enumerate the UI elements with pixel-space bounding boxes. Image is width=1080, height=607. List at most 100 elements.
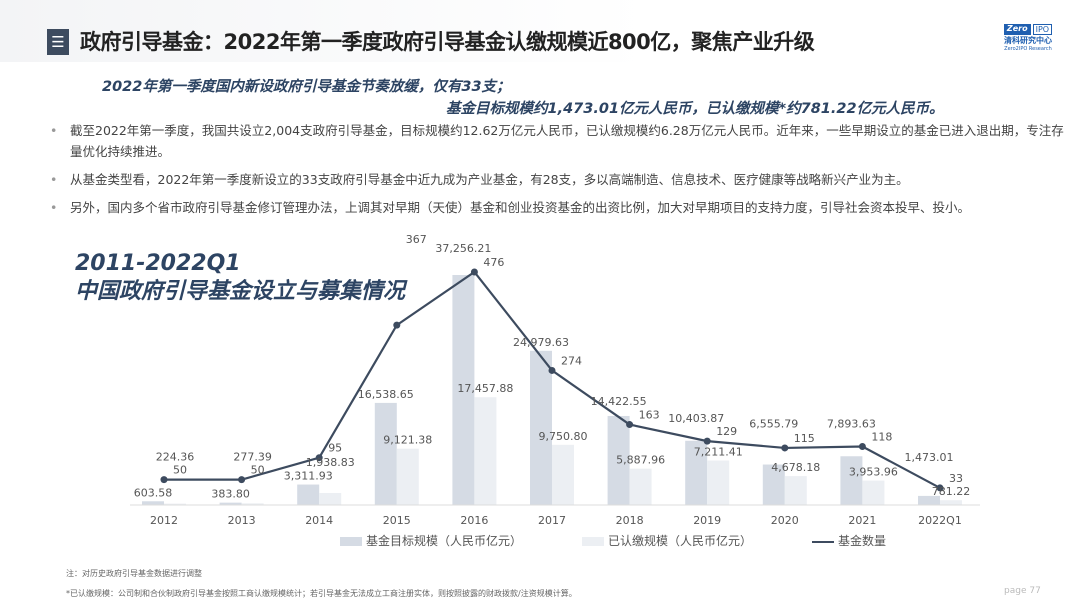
data-label-paid: 781.22	[932, 485, 971, 498]
data-label-paid: 4,678.18	[771, 461, 820, 474]
bar-target	[219, 502, 242, 505]
point-fund-count	[703, 437, 711, 445]
bar-paid	[552, 444, 574, 505]
bullet-list: • 截至2022年第一季度，我国共设立2,004支政府引导基金，目标规模约12.6…	[50, 120, 1070, 225]
point-fund-count	[470, 268, 478, 276]
point-fund-count	[315, 454, 323, 462]
data-label-count: 95	[328, 442, 342, 455]
chart-title-line2: 中国政府引导基金设立与募集情况	[75, 279, 406, 304]
x-tick-label: 2016	[460, 514, 488, 527]
bar-target	[840, 456, 863, 505]
data-label-target: 6,555.79	[749, 418, 798, 431]
bar-target	[452, 274, 475, 505]
chart-title: 2011-2022Q1 中国政府引导基金设立与募集情况	[75, 250, 405, 306]
x-tick-label: 2018	[616, 514, 644, 527]
subtitle-line1: 2022年第一季度国内新设政府引导基金节奏放缓，仅有33支；	[102, 79, 511, 95]
legend-item-target: 基金目标规模（人民币亿元）	[340, 532, 522, 549]
data-label-paid: 224.36	[156, 451, 195, 464]
data-label-count: 163	[639, 409, 660, 422]
footnote-2: *已认缴规模：公司制和合伙制政府引导基金按照工商认缴规模统计；若引导基金无法成立…	[66, 589, 577, 598]
x-tick-label: 2021	[848, 514, 876, 527]
data-label-target: 383.80	[211, 488, 250, 501]
data-label-target: 603.58	[134, 486, 173, 499]
bullet-item: • 另外，国内多个省市政府引导基金修订管理办法，上调其对早期（天使）基金和创业投资…	[50, 197, 1070, 218]
bar-paid	[164, 503, 186, 505]
data-label-paid: 7,211.41	[694, 445, 743, 458]
bar-paid	[862, 480, 885, 505]
data-label-paid: 9,750.80	[539, 430, 588, 443]
bar-paid	[784, 476, 807, 505]
data-label-count: 274	[561, 354, 582, 367]
page-number: page 77	[1004, 586, 1041, 596]
data-label-target: 7,893.63	[827, 417, 876, 430]
data-label-count: 50	[251, 464, 265, 477]
bullet-text: 截至2022年第一季度，我国共设立2,004支政府引导基金，目标规模约12.62…	[70, 123, 1064, 159]
data-label-paid: 17,457.88	[457, 382, 513, 395]
x-tick-label: 2012	[150, 514, 178, 527]
bar-paid	[474, 397, 497, 505]
data-label-count: 118	[871, 430, 892, 443]
list-icon: ☰	[47, 29, 69, 55]
x-tick-label: 2014	[305, 514, 333, 527]
data-label-paid: 5,887.96	[616, 454, 665, 467]
bar-target	[297, 484, 320, 505]
bar-paid	[241, 503, 264, 505]
point-fund-count	[936, 484, 944, 492]
bar-target	[374, 402, 397, 505]
bar-paid	[940, 500, 962, 505]
data-label-target: 16,538.65	[358, 388, 414, 401]
bar-paid	[707, 460, 730, 505]
chart-title-line1: 2011-2022Q1	[75, 251, 241, 276]
subtitle-line2: 基金目标规模约1,473.01亿元人民币，已认缴规模*约781.22亿元人民币。	[446, 101, 944, 117]
data-label-paid: 277.39	[233, 450, 272, 463]
bar-target	[762, 464, 785, 505]
point-fund-count	[393, 321, 401, 329]
bullet-item: • 截至2022年第一季度，我国共设立2,004支政府引导基金，目标规模约12.6…	[50, 120, 1070, 162]
bullet-text: 从基金类型看，2022年第一季度新设立的33支政府引导基金中近九成为产业基金，有…	[70, 172, 909, 187]
bar-target	[685, 440, 708, 505]
bar-paid	[629, 468, 652, 505]
data-label-paid: 3,953.96	[849, 466, 898, 479]
chart-legend: 基金目标规模（人民币亿元） 已认缴规模（人民币亿元） 基金数量	[340, 532, 886, 549]
point-fund-count	[781, 444, 789, 452]
zero2ipo-logo: Zero IPO 清科研究中心 Zero2IPO Research	[1003, 24, 1053, 52]
point-fund-count	[626, 421, 634, 429]
bar-target	[530, 350, 552, 505]
bar-paid	[319, 493, 342, 505]
data-label-count: 33	[949, 472, 963, 485]
data-label-count: 129	[716, 425, 737, 438]
legend-item-count: 基金数量	[812, 532, 886, 549]
x-tick-label: 2022Q1	[918, 514, 962, 527]
page-title: 政府引导基金：2022年第一季度政府引导基金认缴规模近800亿，聚焦产业升级	[80, 30, 815, 54]
data-label-target: 24,979.63	[513, 336, 569, 349]
data-label-count: 50	[173, 464, 187, 477]
x-tick-label: 2019	[693, 514, 721, 527]
bar-target	[142, 501, 164, 505]
data-label-target: 3,311.93	[284, 470, 333, 483]
data-label-target: 1,473.01	[905, 451, 954, 464]
point-fund-count	[858, 442, 866, 450]
data-label-count: 115	[794, 432, 815, 445]
point-fund-count	[548, 366, 556, 374]
data-label-paid: 1,938.83	[306, 456, 355, 469]
legend-item-paid: 已认缴规模（人民币亿元）	[582, 532, 752, 549]
header-background	[0, 0, 1080, 62]
data-label-target: 14,422.55	[591, 395, 647, 408]
x-tick-label: 2013	[228, 514, 256, 527]
bar-target	[607, 415, 630, 505]
data-label-count: 476	[483, 256, 504, 269]
data-label-count: 367	[406, 233, 427, 246]
bullet-item: • 从基金类型看，2022年第一季度新设立的33支政府引导基金中近九成为产业基金，…	[50, 169, 1070, 190]
data-label-target: 10,403.87	[668, 412, 724, 425]
data-label-paid: 9,121.38	[383, 434, 432, 447]
data-label-target: 37,256.21	[435, 242, 491, 255]
bullet-text: 另外，国内多个省市政府引导基金修订管理办法，上调其对早期（天使）基金和创业投资基…	[70, 200, 971, 215]
x-tick-label: 2015	[383, 514, 411, 527]
footnote-1: 注：对历史政府引导基金数据进行调整	[66, 569, 202, 578]
x-tick-label: 2020	[771, 514, 799, 527]
x-tick-label: 2017	[538, 514, 566, 527]
point-fund-count	[160, 476, 168, 484]
bar-paid	[396, 448, 419, 505]
point-fund-count	[238, 476, 246, 484]
